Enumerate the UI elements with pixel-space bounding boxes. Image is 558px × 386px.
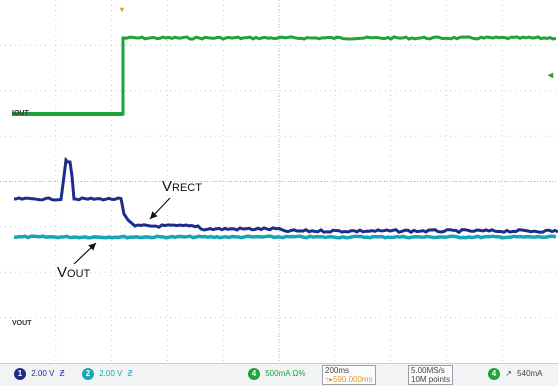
- record-length: 10M points: [411, 375, 451, 384]
- ch1-vrect-trace: [13, 156, 558, 235]
- vout-main: V: [57, 264, 68, 281]
- vout-annotation: VOUT: [57, 264, 90, 282]
- trigger-source-badge: 4: [488, 368, 500, 380]
- graticule-grid: [0, 0, 558, 363]
- ch4-readout[interactable]: 4 500mA Ω%: [248, 368, 305, 380]
- ch2-readout[interactable]: 2 2.00 V Ƶ: [82, 368, 133, 380]
- status-bar: 1 2.00 V Ƶ 2 2.00 V Ƶ 4 500mA Ω% 200ms ↑…: [0, 363, 558, 386]
- sample-rate: 5.00MS/s: [411, 366, 445, 375]
- rising-edge-icon: ↗: [505, 369, 512, 379]
- acquisition-readout[interactable]: 5.00MS/s 10M points: [408, 365, 454, 385]
- vout-arrow: [73, 242, 97, 265]
- ch3-iout-trace: [14, 35, 557, 116]
- trigger-marker-icon[interactable]: ▾: [120, 5, 125, 14]
- vrect-main: V: [162, 178, 173, 195]
- ch1-readout[interactable]: 1 2.00 V Ƶ: [14, 368, 65, 380]
- ch1-scale: 2.00 V: [31, 369, 55, 379]
- ch1-badge: 1: [14, 368, 26, 380]
- vrect-annotation: VRECT: [162, 178, 202, 196]
- bandwidth-limit-icon: Ƶ: [127, 369, 133, 379]
- vrect-sub: RECT: [172, 182, 202, 194]
- annotation-arrows: [73, 197, 171, 265]
- timebase-per-div: 200ms: [325, 366, 350, 375]
- vout-sub: OUT: [67, 268, 91, 280]
- trigger-level: 540mA: [517, 369, 543, 379]
- channel-iout-marker[interactable]: IOUT: [12, 110, 29, 117]
- ch2-scale: 2.00 V: [99, 369, 123, 379]
- channel-vout-marker[interactable]: VOUT: [12, 320, 32, 327]
- waveform-traces: [12, 35, 558, 240]
- bandwidth-limit-icon: Ƶ: [59, 369, 65, 379]
- ch2-badge: 2: [82, 368, 94, 380]
- vrect-arrow: [149, 197, 171, 220]
- ch4-badge: 4: [248, 368, 260, 380]
- timebase-offset: ↑▸590.000ms: [325, 375, 373, 384]
- ch4-scale: 500mA Ω%: [265, 369, 306, 379]
- trigger-level-arrow-icon[interactable]: ◂: [548, 70, 554, 81]
- ch2-vout-trace: [13, 234, 557, 240]
- timebase-readout[interactable]: 200ms ↑▸590.000ms: [322, 365, 376, 385]
- trigger-readout[interactable]: 4 ↗ 540mA: [488, 368, 543, 380]
